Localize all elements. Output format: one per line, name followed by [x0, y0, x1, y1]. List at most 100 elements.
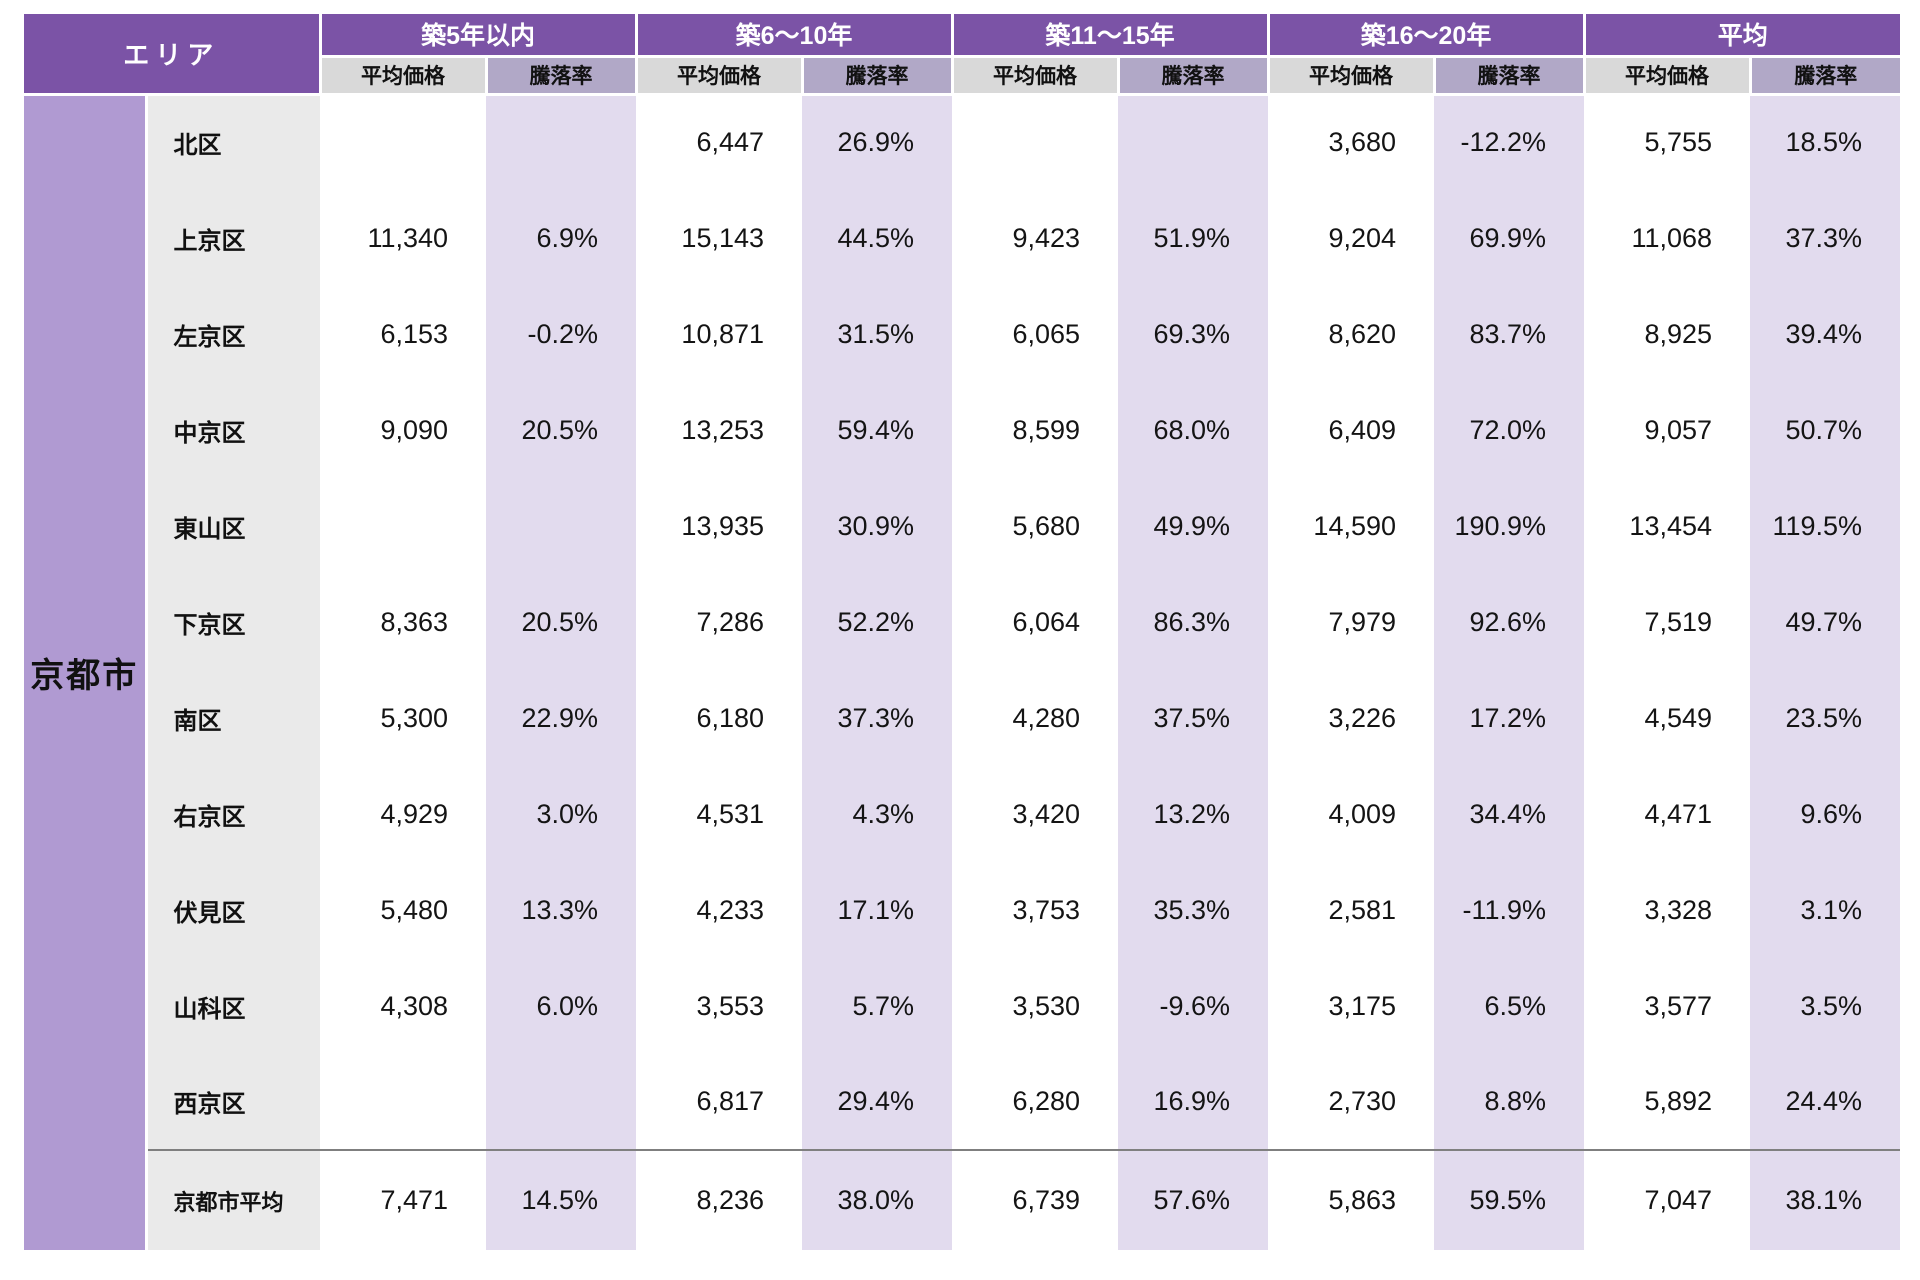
- subheader-price: 平均価格: [1584, 56, 1752, 96]
- rate-cell: 83.7%: [1434, 286, 1585, 382]
- rate-cell: 69.9%: [1434, 190, 1585, 286]
- price-cell: 6,065: [952, 286, 1119, 382]
- rate-cell: 37.3%: [1750, 190, 1901, 286]
- rate-cell: 59.5%: [1434, 1149, 1585, 1250]
- rate-cell: 8.8%: [1434, 1054, 1585, 1150]
- table-row: 伏見区 5,480 13.3% 4,233 17.1% 3,753 35.3% 2,581 -1…: [24, 862, 1901, 958]
- price-cell: 9,204: [1268, 190, 1435, 286]
- price-cell: 3,175: [1268, 958, 1435, 1054]
- price-cell: 6,739: [952, 1149, 1119, 1250]
- price-cell: [320, 1054, 487, 1150]
- district-label: 下京区: [146, 574, 321, 670]
- price-cell: [952, 94, 1119, 190]
- price-cell: 8,363: [320, 574, 487, 670]
- price-cell: 3,680: [1268, 94, 1435, 190]
- price-cell: 7,979: [1268, 574, 1435, 670]
- group-header-age-16-20: 築16〜20年: [1268, 14, 1586, 58]
- group-header-average: 平均: [1584, 14, 1901, 58]
- rate-cell: 34.4%: [1434, 766, 1585, 862]
- price-cell: 4,531: [636, 766, 803, 862]
- subheader-price: 平均価格: [1268, 56, 1436, 96]
- rate-cell: 50.7%: [1750, 382, 1901, 478]
- rate-cell: 72.0%: [1434, 382, 1585, 478]
- rate-cell: 49.7%: [1750, 574, 1901, 670]
- rate-cell: 38.0%: [802, 1149, 953, 1250]
- rate-cell: 5.7%: [802, 958, 953, 1054]
- rate-cell: 3.5%: [1750, 958, 1901, 1054]
- rate-cell: 69.3%: [1118, 286, 1269, 382]
- rate-cell: 22.9%: [486, 670, 637, 766]
- rate-cell: 86.3%: [1118, 574, 1269, 670]
- price-cell: 5,480: [320, 862, 487, 958]
- rate-cell: 51.9%: [1118, 190, 1269, 286]
- subheader-price: 平均価格: [636, 56, 804, 96]
- rate-cell: 3.0%: [486, 766, 637, 862]
- area-header: エリア: [24, 14, 322, 96]
- price-cell: 8,925: [1584, 286, 1751, 382]
- table-body: 京都市 北区 6,447 26.9% 3,680 -12.2% 5,755 18.5% 上京区 1…: [24, 94, 1901, 1250]
- price-cell: 5,755: [1584, 94, 1751, 190]
- price-cell: 3,530: [952, 958, 1119, 1054]
- district-label: 西京区: [146, 1054, 321, 1150]
- rate-cell: 4.3%: [802, 766, 953, 862]
- rate-cell: 9.6%: [1750, 766, 1901, 862]
- price-cell: 4,233: [636, 862, 803, 958]
- rate-cell: [486, 94, 637, 190]
- rate-cell: 17.1%: [802, 862, 953, 958]
- price-cell: 9,090: [320, 382, 487, 478]
- price-cell: 8,236: [636, 1149, 803, 1250]
- rate-cell: 35.3%: [1118, 862, 1269, 958]
- table-row: 京都市 北区 6,447 26.9% 3,680 -12.2% 5,755 18.5%: [24, 94, 1901, 1250]
- district-label: 山科区: [146, 958, 321, 1054]
- district-label: 東山区: [146, 478, 321, 574]
- price-cell: 5,892: [1584, 1054, 1751, 1150]
- rate-cell: 3.1%: [1750, 862, 1901, 958]
- header-group-row: エリア 築5年以内 築6〜10年 築11〜15年 築16〜20年 平均: [24, 14, 1901, 96]
- city-label: 京都市: [24, 94, 148, 1250]
- price-cell: 13,935: [636, 478, 803, 574]
- price-cell: 7,286: [636, 574, 803, 670]
- price-cell: 2,730: [1268, 1054, 1435, 1150]
- rate-cell: 37.3%: [802, 670, 953, 766]
- price-cell: 9,057: [1584, 382, 1751, 478]
- price-cell: 4,280: [952, 670, 1119, 766]
- group-header-age-0-5: 築5年以内: [320, 14, 638, 58]
- price-cell: 3,553: [636, 958, 803, 1054]
- rate-cell: -9.6%: [1118, 958, 1269, 1054]
- average-row: 京都市平均 7,471 14.5% 8,236 38.0% 6,739 57.6% 5,863…: [24, 1149, 1901, 1250]
- table-row: 右京区 4,929 3.0% 4,531 4.3% 3,420 13.2% 4,009 34.4…: [24, 766, 1901, 862]
- rate-cell: 38.1%: [1750, 1149, 1901, 1250]
- subheader-rate: 騰落率: [802, 56, 954, 96]
- table-row: 山科区 4,308 6.0% 3,553 5.7% 3,530 -9.6% 3,175 6.5%…: [24, 958, 1901, 1054]
- rate-cell: 18.5%: [1750, 94, 1901, 190]
- rate-cell: 49.9%: [1118, 478, 1269, 574]
- table-row: 中京区 9,090 20.5% 13,253 59.4% 8,599 68.0% 6,409 7…: [24, 382, 1901, 478]
- price-cell: 8,620: [1268, 286, 1435, 382]
- rate-cell: 6.5%: [1434, 958, 1585, 1054]
- rate-cell: 190.9%: [1434, 478, 1585, 574]
- rate-cell: 31.5%: [802, 286, 953, 382]
- price-cell: [320, 94, 487, 190]
- rate-cell: 29.4%: [802, 1054, 953, 1150]
- rate-cell: 20.5%: [486, 574, 637, 670]
- rate-cell: [1118, 94, 1269, 190]
- price-cell: 11,340: [320, 190, 487, 286]
- header-sub-row: 平均価格 騰落率 平均価格 騰落率 平均価格 騰落率 平均価格 騰落率 平均価格…: [24, 56, 1901, 96]
- district-label: 京都市平均: [146, 1149, 321, 1250]
- table-row: 南区 5,300 22.9% 6,180 37.3% 4,280 37.5% 3,226 17.…: [24, 670, 1901, 766]
- table-row: 西京区 6,817 29.4% 6,280 16.9% 2,730 8.8% 5,892 24.…: [24, 1054, 1901, 1150]
- price-cell: 7,047: [1584, 1149, 1751, 1250]
- rate-cell: 13.3%: [486, 862, 637, 958]
- price-cell: 5,680: [952, 478, 1119, 574]
- price-cell: 3,753: [952, 862, 1119, 958]
- price-cell: 5,300: [320, 670, 487, 766]
- rate-cell: 92.6%: [1434, 574, 1585, 670]
- rate-cell: [486, 1054, 637, 1150]
- district-label: 中京区: [146, 382, 321, 478]
- price-cell: 3,328: [1584, 862, 1751, 958]
- price-cell: 6,447: [636, 94, 803, 190]
- rate-cell: 59.4%: [802, 382, 953, 478]
- price-cell: 6,817: [636, 1054, 803, 1150]
- price-cell: 14,590: [1268, 478, 1435, 574]
- rate-cell: 52.2%: [802, 574, 953, 670]
